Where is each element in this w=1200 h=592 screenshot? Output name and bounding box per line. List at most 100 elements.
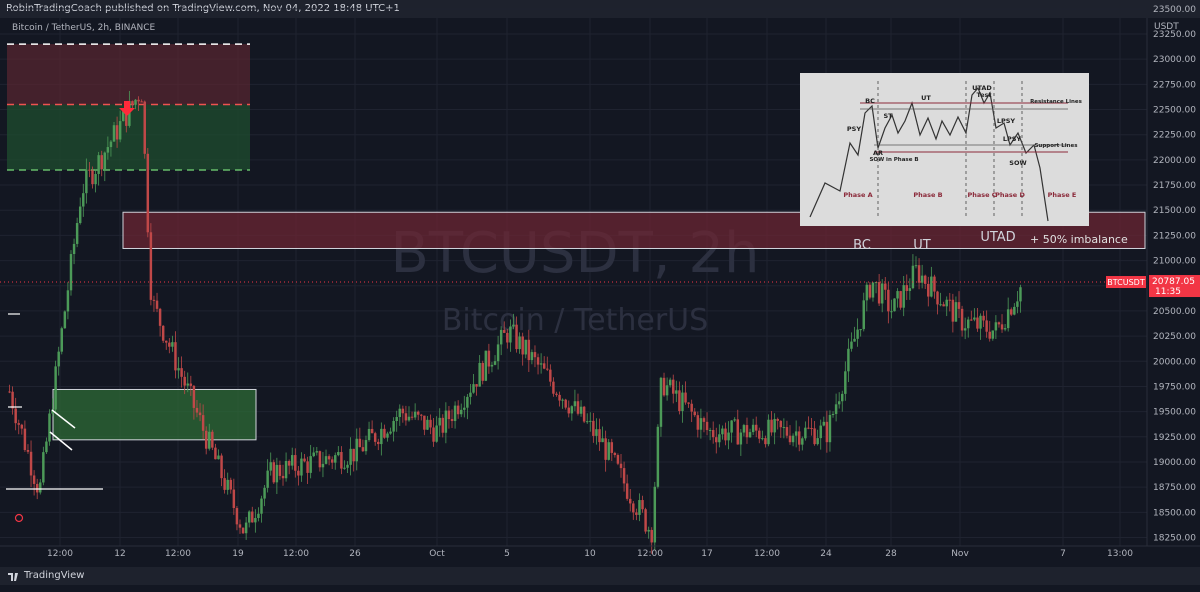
candle-body bbox=[226, 479, 229, 490]
candle-body bbox=[426, 419, 429, 430]
x-tick-label: 13:00 bbox=[1107, 549, 1133, 559]
candle-body bbox=[718, 434, 721, 443]
candle-body bbox=[100, 155, 103, 170]
candle-body bbox=[484, 350, 488, 381]
candle-body bbox=[970, 319, 973, 321]
inset-label: LPSY bbox=[997, 117, 1016, 125]
candle-body bbox=[893, 298, 896, 312]
supply-zone bbox=[7, 44, 250, 105]
candle-body bbox=[976, 317, 979, 329]
candle-body bbox=[358, 438, 362, 448]
countdown-text: 11:35 bbox=[1155, 287, 1181, 297]
inset-label: ST bbox=[883, 112, 893, 120]
candle-body bbox=[186, 383, 189, 386]
inset-label: Phase E bbox=[1048, 191, 1077, 199]
candle-body bbox=[739, 432, 743, 445]
candle-body bbox=[1019, 287, 1022, 302]
candle-body bbox=[78, 206, 82, 224]
candle-body bbox=[801, 438, 804, 445]
inset-label: Support Lines bbox=[1034, 143, 1078, 149]
candle-body bbox=[493, 361, 497, 365]
candle-body bbox=[463, 407, 466, 410]
candle-body bbox=[324, 456, 328, 464]
candle-body bbox=[423, 415, 426, 430]
candle-body bbox=[23, 428, 27, 450]
candle-body bbox=[831, 413, 835, 415]
candle-body bbox=[859, 329, 862, 331]
candle-body bbox=[933, 276, 936, 292]
candle-body bbox=[954, 302, 958, 322]
candle-body bbox=[681, 392, 684, 412]
candle-body bbox=[1006, 309, 1010, 329]
candle-body bbox=[155, 300, 159, 309]
candle-body bbox=[380, 428, 383, 445]
candle-body bbox=[472, 384, 475, 393]
candle-body bbox=[512, 324, 515, 327]
utad-label: UTAD bbox=[980, 230, 1015, 245]
candle-body bbox=[318, 451, 322, 468]
candle-body bbox=[585, 421, 589, 423]
candle-body bbox=[705, 421, 709, 431]
candle-body bbox=[905, 285, 909, 291]
candle-body bbox=[410, 416, 414, 418]
candle-body bbox=[604, 438, 607, 460]
candle-body bbox=[619, 463, 623, 469]
candle-body bbox=[54, 366, 57, 410]
candle-body bbox=[942, 304, 945, 307]
candle-body bbox=[143, 101, 146, 154]
candle-body bbox=[48, 413, 51, 442]
candle-body bbox=[754, 424, 758, 431]
candle-body bbox=[499, 329, 503, 345]
y-tick-label: 21250.00 bbox=[1153, 231, 1196, 241]
candle-body bbox=[303, 458, 306, 462]
candle-body bbox=[810, 428, 813, 430]
candle-body bbox=[917, 265, 921, 283]
candle-body bbox=[32, 475, 36, 484]
candle-body bbox=[656, 426, 660, 487]
candle-body bbox=[278, 464, 282, 476]
y-tick-label: 19000.00 bbox=[1153, 458, 1196, 468]
candle-body bbox=[874, 282, 878, 284]
candle-body bbox=[837, 401, 841, 405]
candle-body bbox=[496, 344, 500, 362]
candle-body bbox=[263, 487, 266, 499]
symbol-line: Bitcoin / TetherUS, 2h, BINANCE bbox=[12, 23, 156, 33]
candle-body bbox=[469, 392, 472, 397]
y-tick-label: 20250.00 bbox=[1153, 332, 1196, 342]
bc-label: BC bbox=[853, 238, 871, 253]
candle-body bbox=[616, 455, 620, 464]
candle-body bbox=[106, 147, 110, 153]
candle-body bbox=[1010, 309, 1013, 315]
candle-body bbox=[112, 125, 116, 142]
candle-body bbox=[945, 299, 948, 307]
candle-body bbox=[420, 414, 423, 416]
candle-body bbox=[868, 284, 872, 298]
inset-label: Phase A bbox=[843, 191, 872, 199]
candle-body bbox=[75, 223, 79, 244]
candle-body bbox=[816, 438, 819, 445]
candle-body bbox=[834, 404, 838, 414]
candle-body bbox=[340, 452, 343, 469]
candle-body bbox=[487, 350, 491, 367]
candle-body bbox=[825, 421, 829, 443]
candle-body bbox=[103, 152, 107, 170]
current-price-text: 20787.05 bbox=[1152, 277, 1195, 287]
x-tick-label: 19 bbox=[232, 549, 244, 559]
candle-body bbox=[742, 425, 746, 433]
candle-body bbox=[35, 483, 39, 493]
candle-body bbox=[662, 377, 666, 396]
candle-body bbox=[549, 369, 552, 382]
candle-body bbox=[8, 391, 11, 393]
time-axis: 12:00 12 12:00 19 12:00 26 Oct 5 10 12:00 17 12:00 2… bbox=[0, 545, 1200, 559]
y-tick-label: 20000.00 bbox=[1153, 357, 1196, 367]
candle-body bbox=[908, 288, 912, 291]
y-tick-label: 19500.00 bbox=[1153, 408, 1196, 418]
candle-body bbox=[377, 441, 380, 445]
y-tick-label: 23500.00 bbox=[1153, 5, 1196, 15]
candle-body bbox=[367, 428, 371, 441]
candle-body bbox=[684, 392, 687, 403]
candle-body bbox=[72, 243, 76, 255]
down-arrow-icon bbox=[119, 101, 135, 116]
candle-body bbox=[638, 500, 641, 515]
